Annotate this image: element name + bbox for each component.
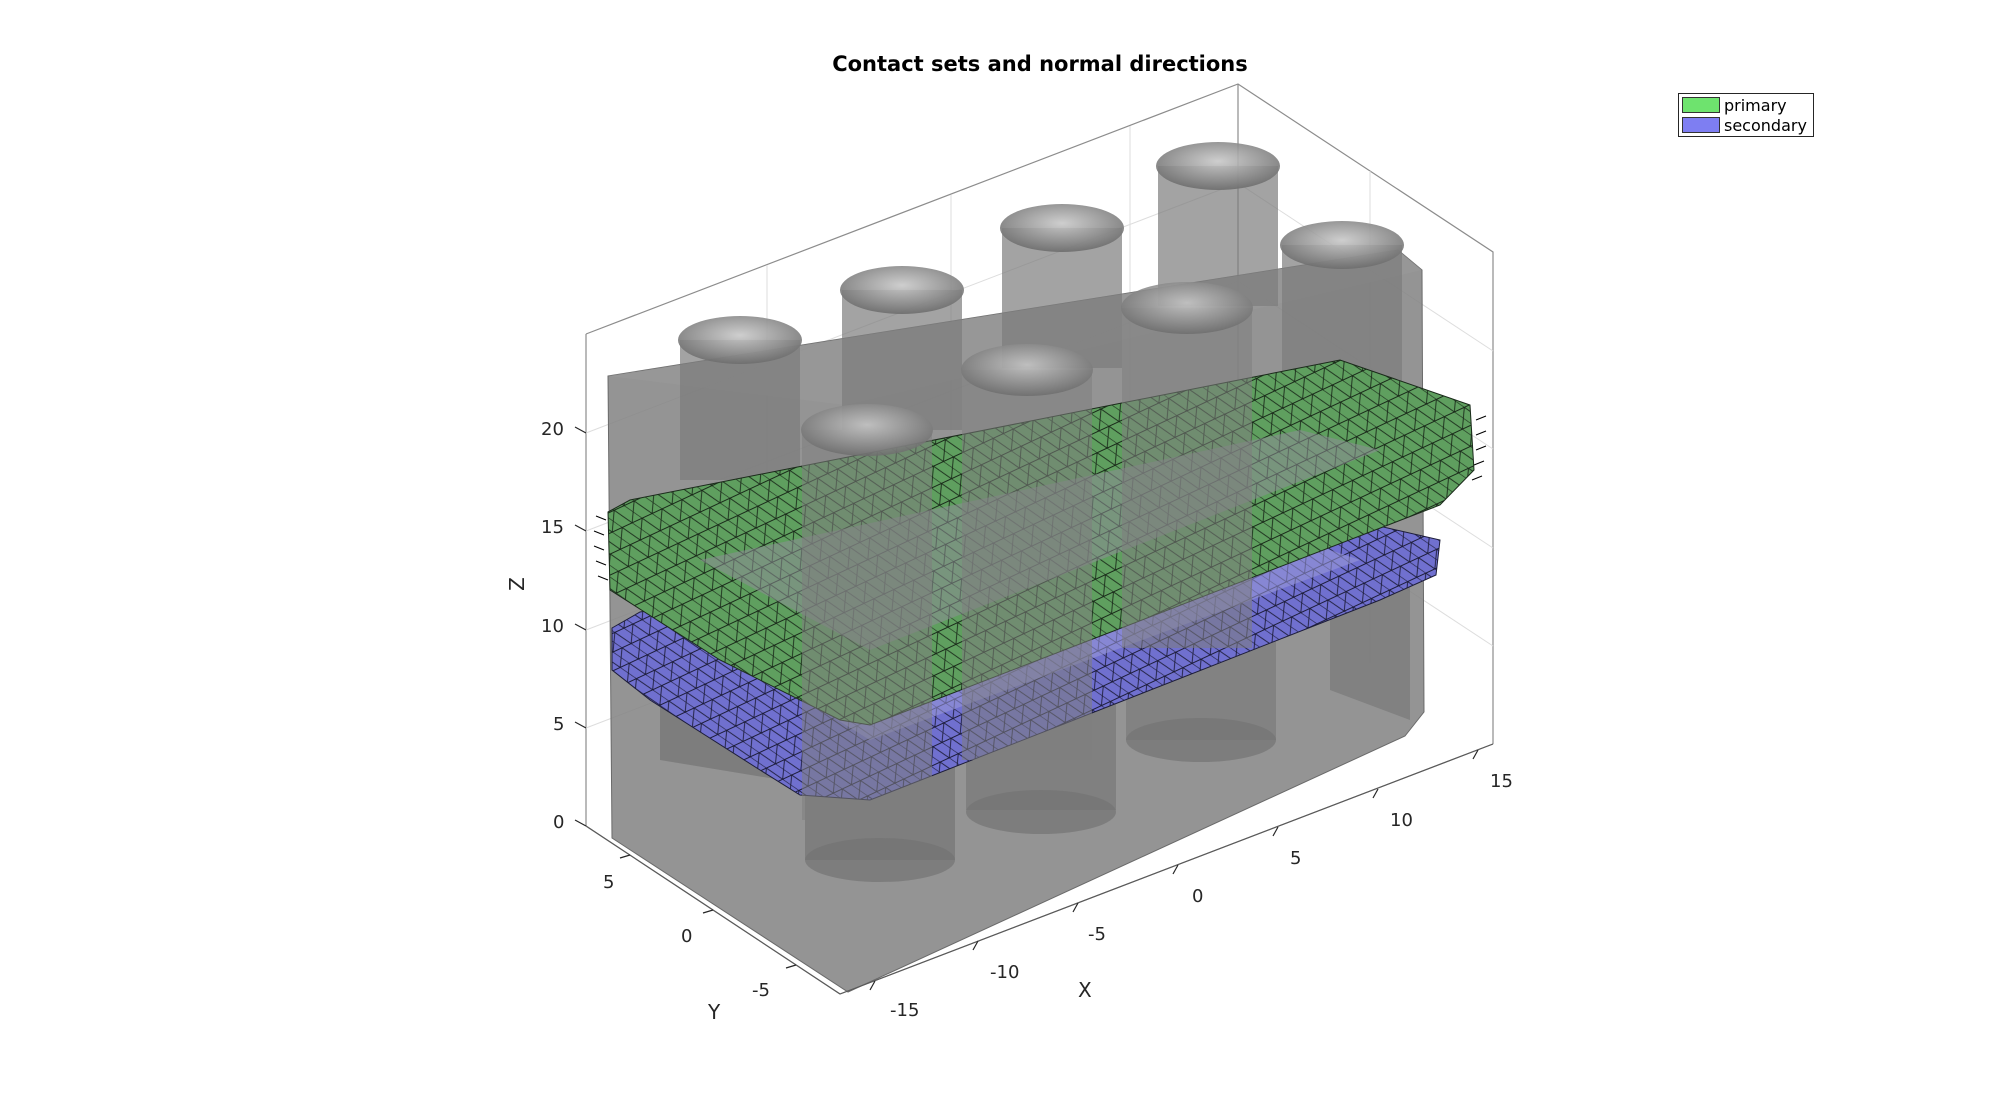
studs-back-row [678,142,1404,480]
normal-vectors [593,415,1487,581]
tick-marks [574,426,1479,991]
x-tick-5: 5 [1290,848,1302,869]
studs-front-row [801,282,1253,820]
figure-title: Contact sets and normal directions [0,52,2000,76]
x-axis-label: X [1078,978,1092,1002]
x-tick-0: 0 [1192,886,1204,907]
z-tick-15: 15 [541,517,564,538]
z-tick-20: 20 [541,419,564,440]
x-tick-neg5: -5 [1088,924,1106,945]
z-tick-10: 10 [541,616,564,637]
legend-entry-primary: primary [1682,95,1787,115]
y-axis-label: Y [708,1000,721,1024]
x-tick-neg15: -15 [890,1000,920,1021]
legend: primary secondary [1678,93,1814,137]
y-tick-0: 0 [681,926,693,947]
z-tick-5: 5 [553,714,565,735]
y-tick-5: 5 [603,872,615,893]
legend-label-secondary: secondary [1724,115,1807,135]
z-axis-label: Z [504,577,529,591]
figure-title-text: Contact sets and normal directions [832,52,1248,76]
z-tick-0: 0 [553,812,565,833]
legend-swatch-primary [1682,97,1720,113]
legend-entry-secondary: secondary [1682,115,1807,135]
x-tick-15: 15 [1490,771,1513,792]
x-tick-neg10: -10 [990,962,1020,983]
legend-label-primary: primary [1724,95,1787,115]
y-tick-neg5: -5 [752,980,770,1001]
legend-swatch-secondary [1682,117,1720,133]
x-tick-10: 10 [1390,810,1413,831]
